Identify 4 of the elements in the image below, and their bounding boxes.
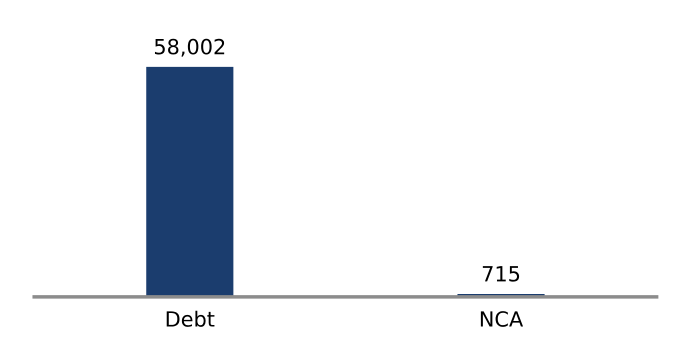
x-tick-label: NCA bbox=[480, 311, 524, 327]
data-label: 58,002 bbox=[154, 38, 224, 57]
data-label: 715 bbox=[482, 266, 520, 282]
x-tick-label: Debt bbox=[166, 310, 214, 327]
